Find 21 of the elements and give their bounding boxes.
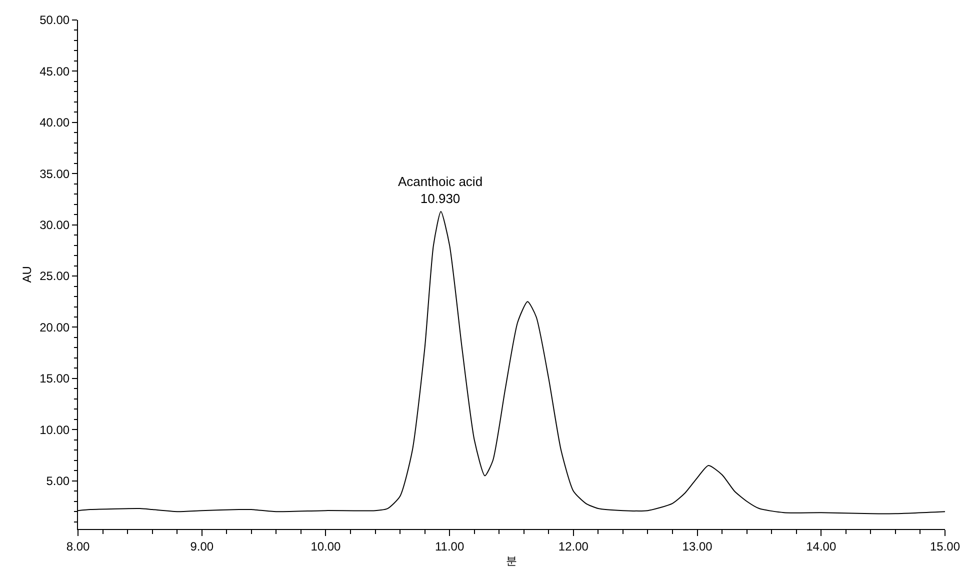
x-axis-title: 분 <box>506 554 517 568</box>
y-tick-label: 35.00 <box>40 166 70 181</box>
x-tick-label: 12.00 <box>558 539 589 554</box>
y-tick-label: 5.00 <box>46 474 70 488</box>
y-tick-label: 20.00 <box>40 320 70 334</box>
annotation: Acanthoic acid 10.930 <box>398 174 483 206</box>
y-axis-title: AU <box>20 266 34 283</box>
x-tick-label: 8.00 <box>66 539 90 554</box>
y-tick-label: 40.00 <box>40 116 70 130</box>
y-tick-label: 10.00 <box>40 422 70 437</box>
x-tick-label: 10.00 <box>310 539 342 554</box>
y-tick-label: 25.00 <box>40 269 70 284</box>
y-tick-label: 15.00 <box>40 372 70 386</box>
y-tick-label: 50.00 <box>40 13 70 28</box>
x-tick-label: 9.00 <box>190 539 214 554</box>
y-tick-label: 45.00 <box>40 64 70 78</box>
x-tick-label: 14.00 <box>806 539 836 554</box>
x-tick-label: 15.00 <box>930 539 960 554</box>
x-tick-label: 13.00 <box>682 539 713 554</box>
x-tick-label: 11.00 <box>435 539 464 554</box>
y-tick-label: 30.00 <box>40 218 70 232</box>
